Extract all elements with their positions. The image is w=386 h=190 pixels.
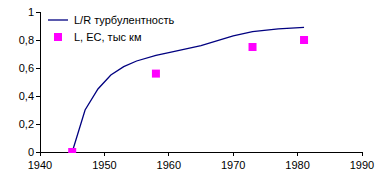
legend-swatch (54, 33, 62, 41)
point (300, 36, 308, 44)
legend-label: L/R турбулентность (74, 14, 175, 26)
x-tick (104, 152, 105, 156)
y-tick (36, 12, 40, 13)
line (72, 27, 304, 152)
x-tick (168, 152, 169, 156)
y-tick-label: 0,8 (19, 34, 34, 46)
x-tick-label: 1960 (157, 159, 181, 171)
x-tick-label: 1940 (28, 159, 52, 171)
x-tick-label: 1970 (221, 159, 245, 171)
point (152, 70, 160, 78)
legend-swatch (48, 19, 68, 20)
y-tick-label: 0,2 (19, 118, 34, 130)
plot-data (68, 27, 308, 153)
y-tick-label: 0,6 (19, 62, 34, 74)
x-tick (362, 152, 363, 156)
y-tick (36, 40, 40, 41)
point (68, 148, 76, 153)
x-tick-label: 1990 (350, 159, 374, 171)
y-tick-label: 1 (28, 6, 34, 18)
y-axis (40, 12, 41, 152)
x-tick (233, 152, 234, 156)
chart: 0 0,2 0,4 0,6 0,8 1 1940 1950 1960 1970 1980 1990 L/… (0, 0, 386, 190)
x-tick (40, 152, 41, 156)
y-tick-label: 0 (28, 146, 34, 158)
y-tick-label: 0,4 (19, 90, 34, 102)
point (249, 43, 257, 51)
x-axis (40, 152, 362, 153)
background (0, 0, 386, 190)
x-tick (297, 152, 298, 156)
y-tick (36, 124, 40, 125)
y-tick (36, 96, 40, 97)
x-tick-label: 1980 (285, 159, 309, 171)
x-tick-label: 1950 (92, 159, 116, 171)
legend-label: L, ЕС, тыс км (74, 31, 142, 43)
y-tick (36, 68, 40, 69)
y-tick (36, 152, 40, 153)
